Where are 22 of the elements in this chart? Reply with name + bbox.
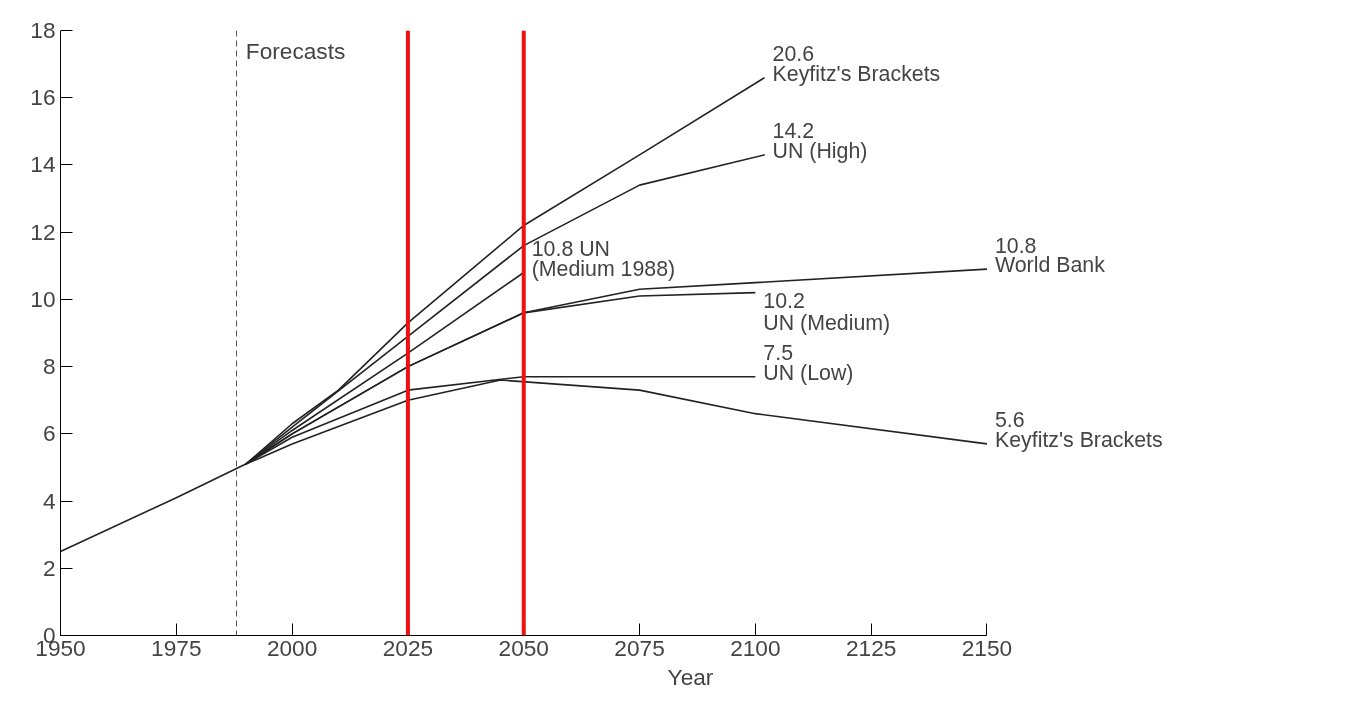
- annotation: World Bank: [994, 253, 1106, 278]
- x-tick-label: 2000: [266, 634, 318, 661]
- y-tick-label: 4: [42, 487, 56, 514]
- y-tick-label: 10: [30, 285, 56, 312]
- x-tick-label: 2150: [961, 634, 1013, 661]
- x-tick-label: 1975: [151, 634, 202, 661]
- x-tick-label: 2100: [730, 634, 781, 661]
- annotation: Keyfitz's Brackets: [772, 61, 941, 86]
- x-tick-label: 2025: [382, 634, 434, 661]
- x-axis-title: Year: [667, 663, 714, 690]
- y-tick-label: 14: [30, 151, 56, 178]
- y-tick-label: 18: [30, 17, 56, 43]
- x-tick-label: 2050: [498, 634, 549, 661]
- y-tick-label: 6: [42, 420, 56, 447]
- x-tick-label: 2075: [614, 634, 665, 661]
- x-tick-label: 2125: [845, 634, 897, 661]
- annotation: UN (High): [772, 138, 868, 163]
- y-tick-label: 16: [30, 84, 56, 111]
- ref-line-label: Forecasts: [245, 37, 346, 64]
- y-tick-label: 8: [42, 353, 56, 380]
- y-tick-label: 2: [42, 554, 56, 581]
- y-tick-label: 12: [30, 218, 56, 245]
